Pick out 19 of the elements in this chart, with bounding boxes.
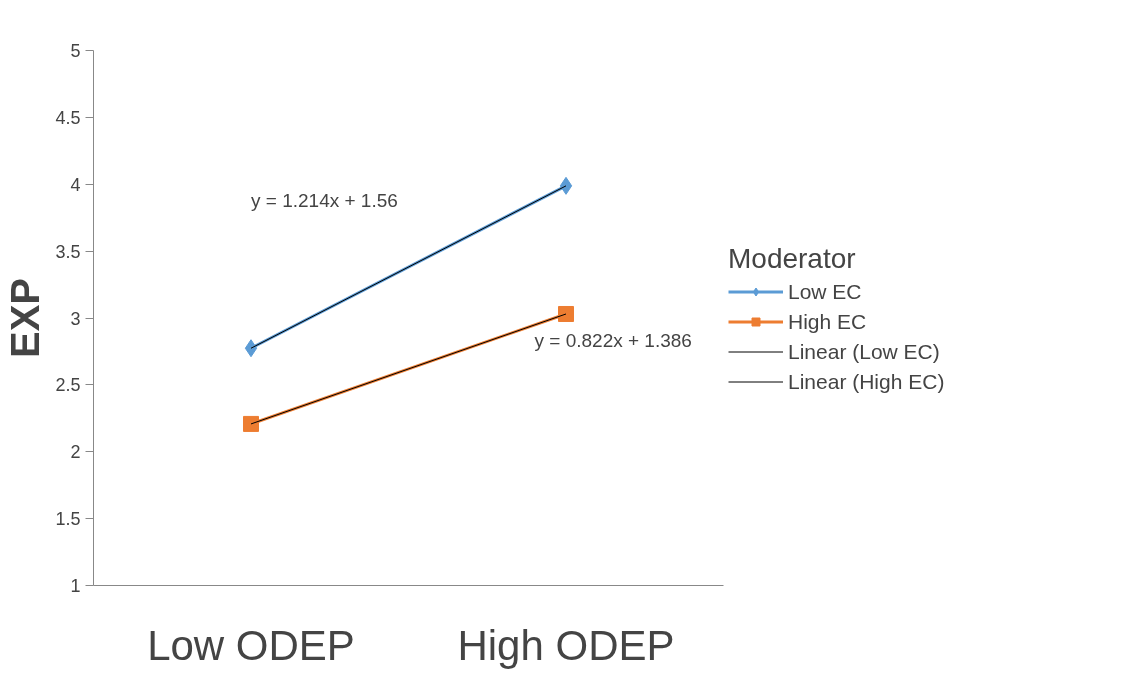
x-tick-label: High ODEP — [457, 621, 675, 669]
y-tick-label: 4.5 — [55, 107, 81, 128]
y-tick-label: 2 — [70, 442, 81, 463]
legend-label: Low EC — [788, 279, 862, 303]
y-tick-label: 3 — [70, 308, 81, 329]
legend-label: Linear (Low EC) — [788, 339, 940, 363]
x-tick-label: Low ODEP — [147, 621, 355, 669]
annotation: y = 0.822x + 1.386 — [534, 330, 692, 352]
y-axis-title: EXP — [3, 277, 48, 359]
y-tick-label: 4 — [70, 174, 81, 195]
y-tick-label: 3.5 — [55, 241, 81, 262]
legend-label: High EC — [788, 309, 867, 333]
y-tick-label: 1.5 — [55, 509, 81, 530]
y-tick-label: 2.5 — [55, 375, 81, 396]
y-tick-label: 5 — [70, 41, 81, 61]
annotation: y = 1.214x + 1.56 — [251, 190, 398, 211]
legend-label: Linear (High EC) — [788, 369, 945, 393]
legend-title: Moderator — [728, 242, 857, 274]
y-tick-label: 1 — [70, 576, 81, 596]
